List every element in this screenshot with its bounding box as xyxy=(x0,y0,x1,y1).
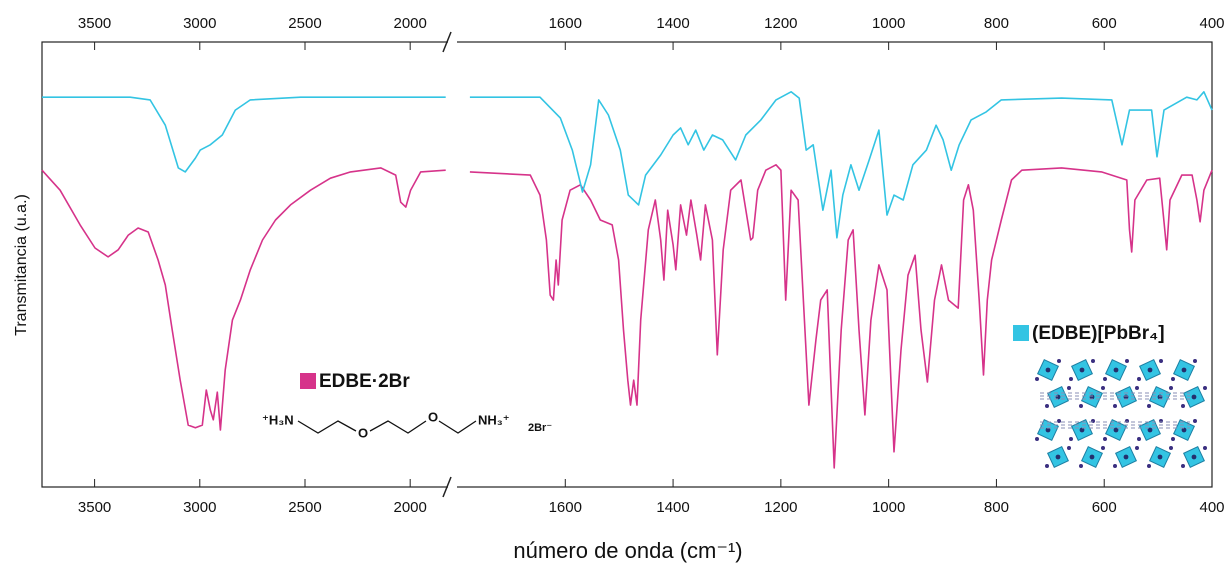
x-axis-label: número de onda (cm⁻¹) xyxy=(513,538,742,563)
spectrum-line xyxy=(41,164,1213,469)
legend-label: EDBE·2Br xyxy=(319,371,410,392)
x-tick-label-top: 1200 xyxy=(764,15,797,32)
atom xyxy=(1157,454,1163,460)
atom xyxy=(1181,404,1185,408)
atom xyxy=(1203,386,1207,390)
x-tick-label-top: 600 xyxy=(1092,15,1117,32)
chem-label: O xyxy=(428,409,438,424)
atom xyxy=(1135,446,1139,450)
atom xyxy=(1169,386,1173,390)
atom xyxy=(1113,404,1117,408)
axis-break-gap xyxy=(448,30,457,500)
atom xyxy=(1181,464,1185,468)
atom xyxy=(1103,437,1107,441)
atom xyxy=(1079,464,1083,468)
x-tick-label: 400 xyxy=(1199,499,1224,516)
atom xyxy=(1101,386,1105,390)
x-tick-label-top: 2000 xyxy=(393,15,426,32)
atom xyxy=(1101,446,1105,450)
spectrum-line xyxy=(42,91,1213,239)
atom xyxy=(1113,427,1119,433)
atom xyxy=(1103,377,1107,381)
x-tick-label: 3500 xyxy=(78,499,111,516)
x-tick-label: 600 xyxy=(1092,499,1117,516)
chem-label: NH₃⁺ xyxy=(478,412,510,427)
atom xyxy=(1159,359,1163,363)
atom xyxy=(1203,446,1207,450)
x-tick-label: 2500 xyxy=(288,499,321,516)
atom xyxy=(1091,359,1095,363)
x-tick-label-top: 1400 xyxy=(656,15,689,32)
atom xyxy=(1171,377,1175,381)
x-tick-label-top: 1600 xyxy=(549,15,582,32)
atom xyxy=(1067,446,1071,450)
atom xyxy=(1125,359,1129,363)
x-tick-label-top: 1000 xyxy=(872,15,905,32)
axis-break-mark xyxy=(442,476,452,498)
crystal-illustration xyxy=(1035,358,1207,469)
atom xyxy=(1069,437,1073,441)
chem-structure xyxy=(297,420,477,434)
atom xyxy=(1045,464,1049,468)
atom xyxy=(1147,464,1151,468)
x-tick-label: 1600 xyxy=(549,499,582,516)
x-tick-label: 2000 xyxy=(393,499,426,516)
bond xyxy=(438,420,477,434)
atom xyxy=(1079,367,1085,373)
atom xyxy=(1113,367,1119,373)
atom xyxy=(1137,437,1141,441)
atom xyxy=(1045,367,1051,373)
atom xyxy=(1171,437,1175,441)
x-tick-label-top: 400 xyxy=(1199,15,1224,32)
atom xyxy=(1181,367,1187,373)
atom xyxy=(1123,454,1129,460)
chem-label: ⁺H₃N xyxy=(262,412,294,427)
atom xyxy=(1045,404,1049,408)
atom xyxy=(1147,367,1153,373)
atom xyxy=(1089,454,1095,460)
atom xyxy=(1147,404,1151,408)
axis-break-mark xyxy=(442,31,452,53)
plot-frame xyxy=(41,41,1213,488)
legend-swatch xyxy=(1013,325,1029,341)
x-tick-label-top: 2500 xyxy=(288,15,321,32)
atom xyxy=(1079,404,1083,408)
atom xyxy=(1191,394,1197,400)
atom xyxy=(1055,454,1061,460)
legend-label: (EDBE)[PbBr₄] xyxy=(1032,323,1165,344)
x-tick-label: 800 xyxy=(984,499,1009,516)
legend-swatch xyxy=(300,373,316,389)
x-tick-label-top: 3500 xyxy=(78,15,111,32)
x-tick-label-top: 3000 xyxy=(183,15,216,32)
atom xyxy=(1035,377,1039,381)
atom xyxy=(1191,454,1197,460)
atom xyxy=(1035,437,1039,441)
atom xyxy=(1069,377,1073,381)
atom xyxy=(1079,427,1085,433)
atom xyxy=(1067,386,1071,390)
x-tick-label: 1000 xyxy=(872,499,905,516)
atom xyxy=(1057,359,1061,363)
x-tick-label: 3000 xyxy=(183,499,216,516)
atom xyxy=(1147,427,1153,433)
bond xyxy=(369,420,427,434)
atom xyxy=(1135,386,1139,390)
atom xyxy=(1169,446,1173,450)
atom xyxy=(1137,377,1141,381)
y-axis-label: Transmitancia (u.a.) xyxy=(13,194,30,336)
atom xyxy=(1113,464,1117,468)
atom xyxy=(1193,419,1197,423)
atom xyxy=(1193,359,1197,363)
chem-label: 2Br⁻ xyxy=(528,422,552,434)
x-tick-label: 1400 xyxy=(656,499,689,516)
atom xyxy=(1045,427,1051,433)
x-tick-label: 1200 xyxy=(764,499,797,516)
atom xyxy=(1181,427,1187,433)
x-tick-label-top: 800 xyxy=(984,15,1009,32)
chem-label: O xyxy=(358,425,368,440)
bond xyxy=(297,420,357,434)
